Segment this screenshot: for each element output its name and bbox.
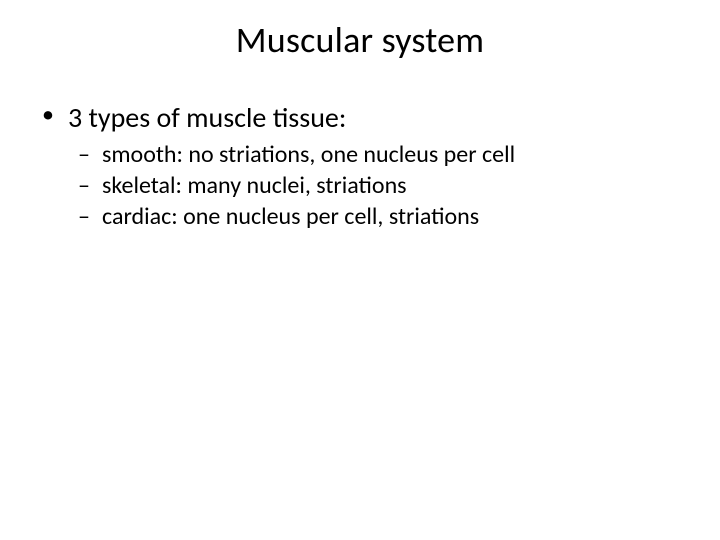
list-item-text: 3 types of muscle tissue: <box>68 100 346 135</box>
list-item-text: smooth: no striations, one nucleus per c… <box>102 140 515 169</box>
slide-body: 3 types of muscle tissue: smooth: no str… <box>0 62 720 233</box>
bullet-list-level1: 3 types of muscle tissue: smooth: no str… <box>40 100 680 233</box>
bullet-list-level2: smooth: no striations, one nucleus per c… <box>68 139 680 233</box>
list-item: skeletal: many nuclei, striations <box>72 170 680 201</box>
list-item-text: skeletal: many nuclei, striations <box>102 171 407 200</box>
list-item: smooth: no striations, one nucleus per c… <box>72 139 680 170</box>
slide: Muscular system 3 types of muscle tissue… <box>0 0 720 540</box>
list-item: 3 types of muscle tissue: smooth: no str… <box>40 100 680 233</box>
slide-title: Muscular system <box>0 0 720 62</box>
list-item-text: cardiac: one nucleus per cell, striation… <box>102 202 479 231</box>
list-item: cardiac: one nucleus per cell, striation… <box>72 201 680 232</box>
